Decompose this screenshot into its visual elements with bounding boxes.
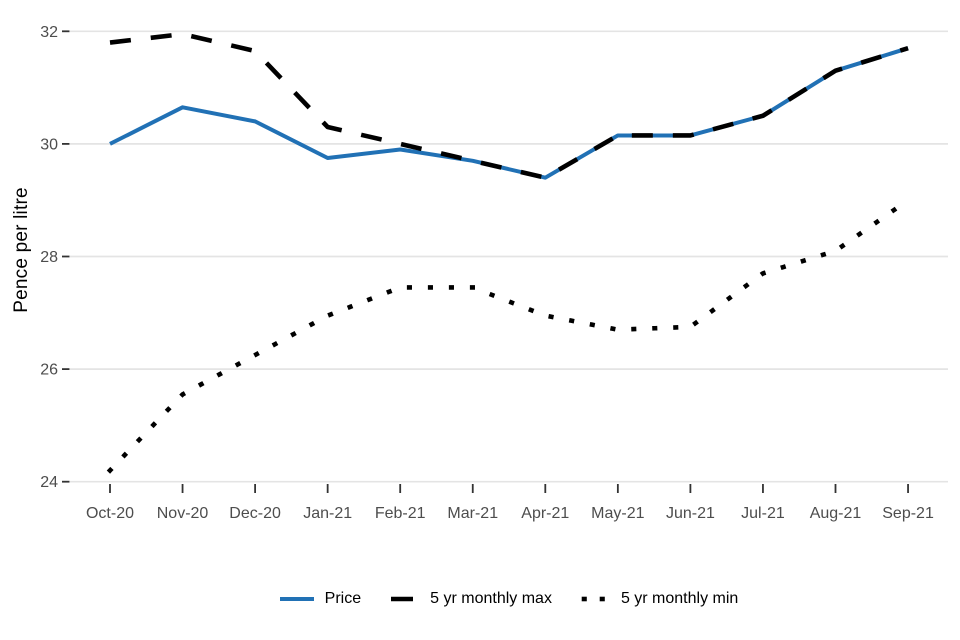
- legend-item-5yr-monthly-min: 5 yr monthly min: [576, 590, 738, 608]
- x-tick-label: Aug-21: [810, 505, 862, 522]
- x-tick-label: Jun-21: [666, 505, 715, 522]
- y-tick-label: 32: [40, 24, 58, 41]
- legend-item-5yr-monthly-max: 5 yr monthly max: [385, 590, 552, 608]
- legend-label: 5 yr monthly min: [620, 590, 739, 607]
- x-tick-label: Jul-21: [741, 505, 785, 522]
- y-axis-title: Pence per litre: [11, 187, 32, 313]
- x-tick-label: Oct-20: [86, 505, 134, 522]
- legend-label: Price: [324, 590, 362, 607]
- legend-swatch-dashed-line: [391, 596, 414, 602]
- y-tick-label: 24: [40, 474, 58, 491]
- x-tick-label: May-21: [591, 505, 644, 522]
- chart-legend: Price 5 yr monthly max 5 yr monthly min: [70, 584, 948, 614]
- legend-swatch-dotted-line: [581, 596, 605, 602]
- y-tick-label: 28: [40, 249, 58, 266]
- x-tick-label: Dec-20: [229, 505, 281, 522]
- series-line-5-yr-monthly-min: [106, 196, 912, 474]
- legend-label: 5 yr monthly max: [430, 590, 552, 607]
- x-tick-label: Feb-21: [375, 505, 426, 522]
- x-tick-label: Sep-21: [882, 505, 934, 522]
- y-tick-label: 26: [40, 362, 58, 379]
- legend-item-price: Price: [279, 590, 362, 608]
- x-tick-label: Nov-20: [157, 505, 209, 522]
- y-tick-label: 30: [40, 136, 58, 153]
- legend-swatch-solid-line: [279, 597, 314, 601]
- x-tick-label: Mar-21: [447, 505, 498, 522]
- series-line-price: [109, 46, 909, 180]
- series-line-5-yr-monthly-max: [109, 31, 909, 180]
- x-tick-label: Jan-21: [303, 505, 352, 522]
- x-tick-label: Apr-21: [521, 505, 569, 522]
